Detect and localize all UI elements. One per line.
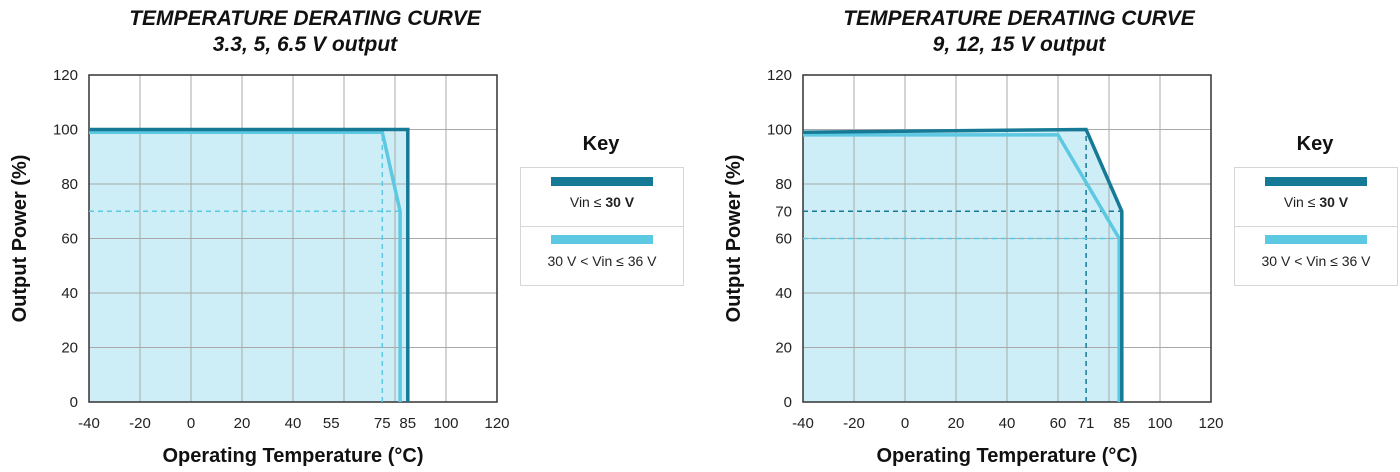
- x-tick-label: 120: [1198, 415, 1223, 432]
- key-item-vin-30: Vin ≤ 30 V: [1235, 168, 1397, 227]
- x-tick-label: 55: [323, 415, 340, 432]
- series-line-vin-30-36: [803, 133, 1121, 402]
- chart-title-block: TEMPERATURE DERATING CURVE 3.3, 5, 6.5 V…: [0, 6, 655, 58]
- key-title: Key: [582, 133, 620, 155]
- x-tick-label: 60: [1050, 415, 1067, 432]
- plot-frame: [88, 74, 498, 403]
- y-tick-label: 40: [61, 285, 78, 302]
- y-tick-label: 60: [775, 231, 792, 248]
- series-line-vin-30-36: [89, 130, 402, 402]
- x-tick-label: 20: [948, 415, 965, 432]
- y-tick-label: 20: [775, 340, 792, 357]
- chart-subtitle: 9, 12, 15 V output: [932, 33, 1106, 56]
- key-swatch-light: [551, 235, 653, 244]
- chart-panel-2: TEMPERATURE DERATING CURVE 9, 12, 15 V o…: [714, 0, 1400, 472]
- operating-area: [803, 129, 1122, 402]
- x-tick-label: -20: [843, 415, 865, 432]
- x-tick-label: 120: [484, 415, 509, 432]
- chart-subtitle: 3.3, 5, 6.5 V output: [212, 33, 398, 56]
- y-tick-label: 70: [775, 203, 792, 220]
- series-line-vin-30: [802, 127, 1124, 402]
- key-item-vin-30-36: 30 V < Vin ≤ 36 V: [521, 227, 683, 285]
- x-tick-label: 100: [1147, 415, 1172, 432]
- x-tick-label: 20: [234, 415, 251, 432]
- y-axis-label: Output Power (%): [723, 155, 745, 323]
- chart-panel-1: TEMPERATURE DERATING CURVE 3.3, 5, 6.5 V…: [0, 6, 684, 467]
- key-label: Vin ≤ 30 V: [569, 194, 635, 210]
- key-label: Vin ≤ 30 V: [1283, 194, 1349, 210]
- operating-area: [89, 129, 408, 402]
- key-item-vin-30-36: 30 V < Vin ≤ 36 V: [1235, 227, 1397, 285]
- chart-title: TEMPERATURE DERATING CURVE: [843, 7, 1195, 30]
- series-line-vin-30: [89, 127, 410, 402]
- y-tick-label: 100: [767, 122, 792, 139]
- y-tick-label: 80: [61, 176, 78, 193]
- key-item-vin-30: Vin ≤ 30 V: [521, 168, 683, 227]
- x-tick-label: -20: [129, 415, 151, 432]
- y-tick-label: 20: [61, 340, 78, 357]
- derating-chart-2: -40 -20 0 20 40 60 71 85 100 120 0 20 40 60 70 80 100 120…: [723, 67, 1224, 467]
- key-box: Vin ≤ 30 V 30 V < Vin ≤ 36 V: [520, 167, 684, 286]
- x-tick-label: 71: [1078, 415, 1095, 432]
- key-swatch-dark: [551, 177, 653, 186]
- y-tick-label: 80: [775, 176, 792, 193]
- key-box: Vin ≤ 30 V 30 V < Vin ≤ 36 V: [1234, 167, 1398, 286]
- chart-title: TEMPERATURE DERATING CURVE: [129, 7, 481, 30]
- x-tick-label: 0: [901, 415, 909, 432]
- x-tick-label: 75: [374, 415, 391, 432]
- x-tick-label: 100: [433, 415, 458, 432]
- x-axis-label: Operating Temperature (°C): [163, 445, 424, 467]
- y-tick-label: 60: [61, 231, 78, 248]
- x-tick-label: 85: [399, 415, 416, 432]
- x-tick-label: 85: [1113, 415, 1130, 432]
- y-tick-label: 100: [53, 122, 78, 139]
- derating-chart-1: -40 -20 0 20 40 55 75 85 100 120 0 20 40 60 80 100 120 Op…: [9, 67, 510, 467]
- x-tick-label: 0: [187, 415, 195, 432]
- key-swatch-light: [1265, 235, 1367, 244]
- x-axis-label: Operating Temperature (°C): [877, 445, 1138, 467]
- y-tick-label: 0: [70, 394, 78, 411]
- y-tick-label: 0: [784, 394, 792, 411]
- x-tick-label: 40: [999, 415, 1016, 432]
- key-title: Key: [1296, 133, 1334, 155]
- key-label: 30 V < Vin ≤ 36 V: [547, 253, 657, 269]
- y-tick-label: 40: [775, 285, 792, 302]
- x-tick-label: 40: [285, 415, 302, 432]
- key-label: 30 V < Vin ≤ 36 V: [1261, 253, 1371, 269]
- key-swatch-dark: [1265, 177, 1367, 186]
- y-tick-label: 120: [767, 67, 792, 84]
- chart-title-block: TEMPERATURE DERATING CURVE 9, 12, 15 V o…: [669, 6, 1369, 58]
- y-axis-label: Output Power (%): [9, 155, 31, 323]
- x-tick-label: -40: [78, 415, 100, 432]
- y-tick-label: 120: [53, 67, 78, 84]
- x-tick-label: -40: [792, 415, 814, 432]
